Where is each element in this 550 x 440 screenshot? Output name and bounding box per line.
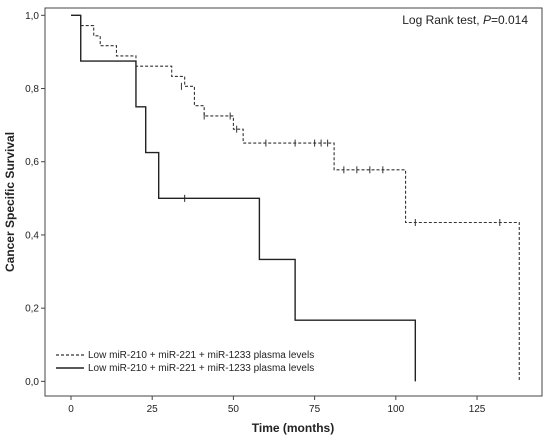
y-tick-label: 0,0 [25, 377, 39, 388]
y-tick-label: 0,6 [25, 157, 39, 168]
y-tick-label: 0,2 [25, 304, 39, 315]
censor-marks [180, 82, 501, 226]
y-axis-title: Cancer Specific Survival [3, 132, 17, 272]
y-axis: 0,0 0,2 0,4 0,6 0,8 1,0 [25, 11, 45, 388]
y-tick-label: 1,0 [25, 11, 39, 22]
legend-label-dashed: Low miR-210 + miR-221 + miR-1233 plasma … [88, 350, 314, 361]
y-tick-label: 0,8 [25, 84, 39, 95]
series-layer [70, 14, 520, 382]
x-tick-label: 0 [68, 404, 74, 415]
legend-label-solid: Low miR-210 + miR-221 + miR-1233 plasma … [88, 363, 314, 374]
plot-area [44, 7, 543, 397]
y-tick-label: 0,4 [25, 230, 39, 241]
x-axis-title: Time (months) [252, 421, 334, 435]
x-tick-label: 75 [309, 404, 321, 415]
x-tick-label: 125 [469, 404, 486, 415]
legend: Low miR-210 + miR-221 + miR-1233 plasma … [56, 350, 314, 374]
survival-curve-solid [70, 14, 417, 382]
x-axis: 0 25 50 75 100 125 [68, 396, 486, 415]
x-tick-label: 100 [387, 404, 404, 415]
survival-curve-dashed [70, 14, 520, 382]
x-tick-label: 25 [147, 404, 159, 415]
x-tick-label: 50 [228, 404, 240, 415]
annotation-log-rank: Log Rank test, P=0.014 [402, 13, 528, 27]
